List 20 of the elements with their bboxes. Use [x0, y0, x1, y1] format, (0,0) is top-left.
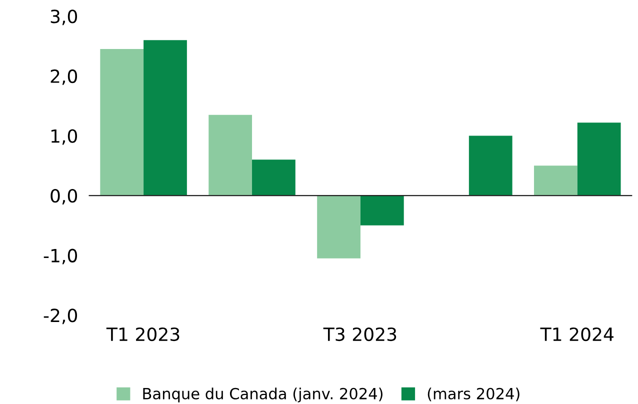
bar — [144, 40, 187, 196]
x-tick-label: T1 2024 — [540, 327, 614, 342]
legend-label: Banque du Canada (janv. 2024) — [143, 388, 382, 402]
legend-label: (mars 2024) — [428, 388, 520, 402]
bar — [100, 49, 144, 196]
bar — [360, 196, 404, 226]
bar — [252, 160, 296, 196]
bar — [208, 114, 252, 196]
bar — [577, 122, 621, 196]
bar — [534, 166, 578, 196]
bar — [317, 196, 360, 258]
y-tick-label: -2,0 — [44, 308, 78, 324]
y-tick-label: 2,0 — [50, 69, 78, 85]
bar — [468, 136, 512, 196]
y-tick-label: 1,0 — [51, 129, 78, 145]
y-tick-label: 0,0 — [50, 188, 78, 204]
x-tick-label: T3 2023 — [323, 327, 396, 342]
y-tick-label: 3,0 — [50, 10, 78, 26]
x-tick-label: T1 2023 — [106, 327, 180, 342]
y-tick-label: -1,0 — [44, 248, 78, 264]
